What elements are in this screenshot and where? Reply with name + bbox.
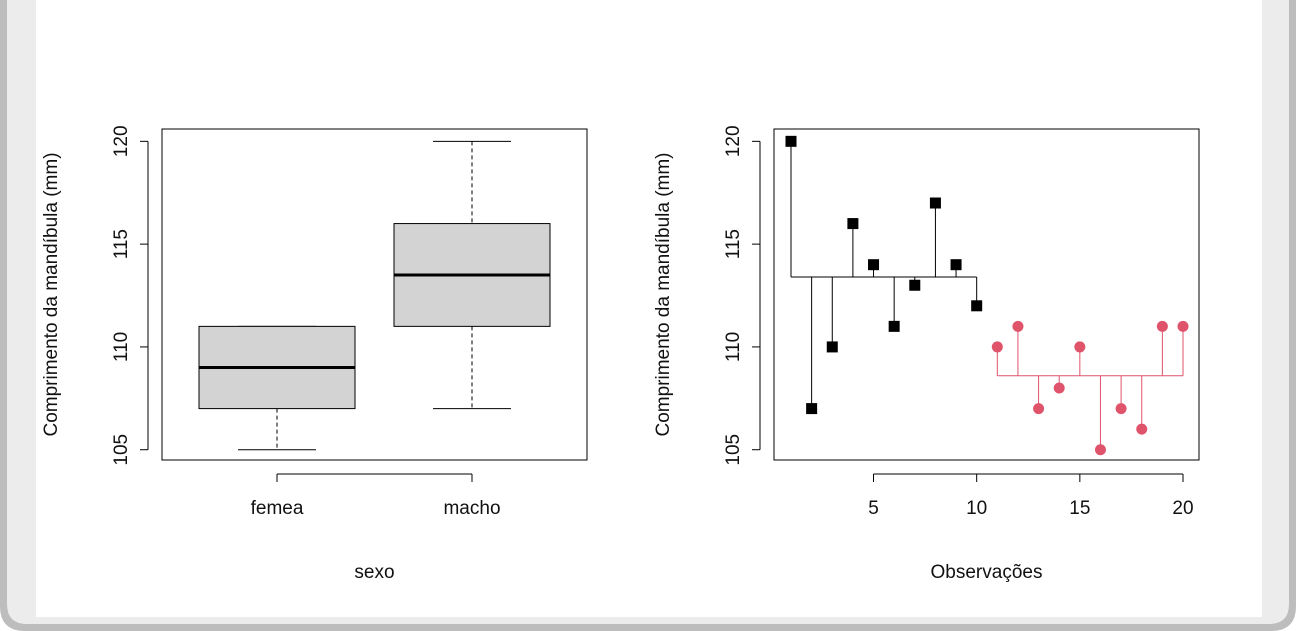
- y-tick-label: 105: [111, 434, 132, 466]
- data-point: [1033, 403, 1045, 415]
- data-point: [868, 259, 880, 271]
- x-tick-label: 15: [1069, 498, 1090, 519]
- data-point: [909, 279, 921, 291]
- data-point: [1053, 382, 1065, 394]
- data-point: [971, 300, 983, 312]
- boxplot-panel: 105 110 115 120 femea macho sexo Comprimento da…: [41, 125, 588, 583]
- data-point: [888, 320, 900, 332]
- data-point: [806, 403, 818, 415]
- x-tick-label: femea: [251, 498, 304, 519]
- series-2: [991, 320, 1189, 456]
- data-point: [1074, 341, 1086, 353]
- y-axis-label: Comprimento da mandíbula (mm): [41, 152, 62, 436]
- y-tick-label: 120: [723, 125, 744, 157]
- observations-panel: 105 110 115 120 5 10 15 20 Observações Compriment…: [653, 125, 1200, 583]
- data-point: [991, 341, 1003, 353]
- x-axis-label: Observações: [931, 562, 1043, 583]
- data-point: [1094, 444, 1106, 456]
- data-point: [1177, 320, 1189, 332]
- x-axis-label: sexo: [354, 562, 394, 583]
- x-tick-label: 5: [868, 498, 879, 519]
- data-point: [950, 259, 962, 271]
- y-axis-label: Comprimento da mandíbula (mm): [653, 152, 674, 436]
- box-macho: [393, 140, 551, 410]
- x-tick-label: 20: [1172, 498, 1193, 519]
- y-tick-label: 110: [111, 332, 132, 362]
- data-point: [1012, 320, 1024, 332]
- data-point: [785, 135, 797, 147]
- y-tick-label: 115: [723, 229, 744, 259]
- plot-border: [161, 128, 588, 461]
- y-tick-label: 105: [723, 434, 744, 466]
- y-tick-label: 115: [111, 229, 132, 259]
- data-point: [826, 341, 838, 353]
- plot-border: [773, 128, 1200, 461]
- series-1: [785, 135, 983, 415]
- y-tick-label: 120: [111, 125, 132, 157]
- x-tick-label: macho: [443, 498, 500, 519]
- box-femea: [198, 325, 356, 451]
- y-tick-label: 110: [723, 332, 744, 362]
- data-point: [847, 218, 859, 230]
- data-point: [1136, 423, 1148, 435]
- data-point: [1156, 320, 1168, 332]
- x-tick-label: 10: [966, 498, 987, 519]
- data-point: [929, 197, 941, 209]
- data-point: [1115, 403, 1127, 415]
